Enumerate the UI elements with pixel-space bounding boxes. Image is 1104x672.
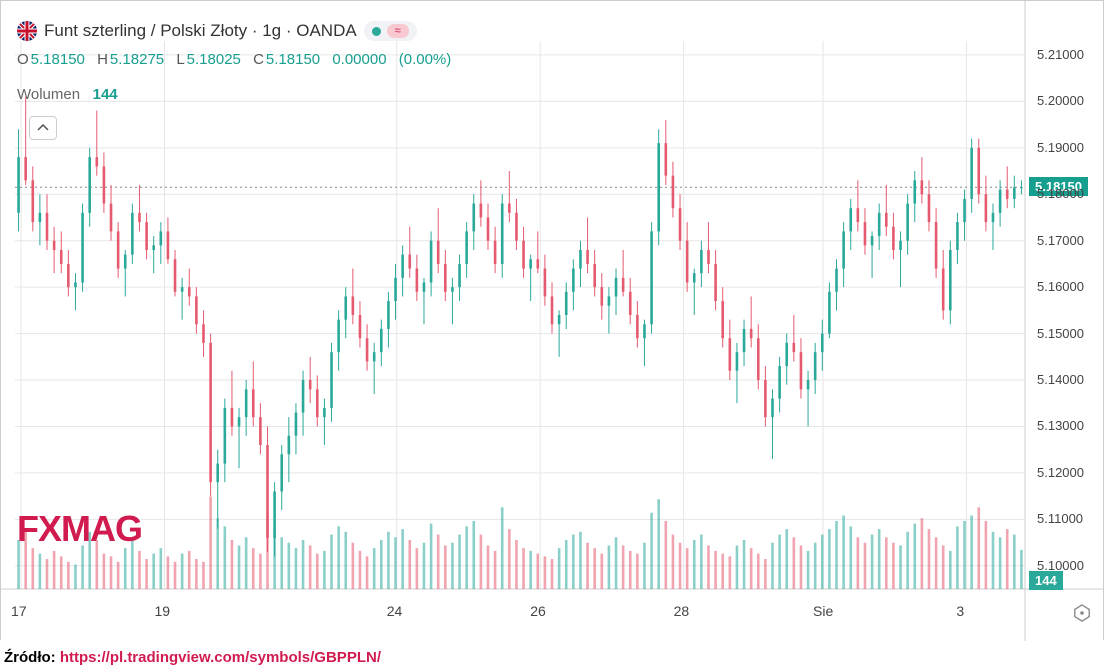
x-tick-label: 28 xyxy=(674,603,690,619)
y-tick-label: 5.10000 xyxy=(1037,558,1084,573)
source-label: Źródło: xyxy=(4,649,60,666)
status-badges: ≈ xyxy=(364,21,417,41)
ohlc-h-label: H xyxy=(97,51,108,68)
source-line: Źródło: https://pl.tradingview.com/symbo… xyxy=(4,649,381,666)
settings-button[interactable] xyxy=(1073,604,1091,622)
ohlc-change-pct: (0.00%) xyxy=(399,51,452,68)
chart-svg[interactable] xyxy=(1,1,1104,641)
ohlc-l-value: 5.18025 xyxy=(187,51,241,68)
y-tick-label: 5.19000 xyxy=(1037,140,1084,155)
x-tick-label: 26 xyxy=(530,603,546,619)
x-tick-label: 17 xyxy=(11,603,27,619)
y-tick-label: 5.16000 xyxy=(1037,279,1084,294)
ohlc-change: 0.00000 xyxy=(332,51,386,68)
y-tick-label: 5.11000 xyxy=(1037,511,1083,526)
volume-label: Wolumen xyxy=(17,86,80,103)
ohlc-o-label: O xyxy=(17,51,29,68)
chart-title: Funt szterling / Polski Złoty · 1g · OAN… xyxy=(44,21,357,41)
ohlc-c-value: 5.18150 xyxy=(266,51,320,68)
x-tick-label: 3 xyxy=(956,603,964,619)
flag-icon xyxy=(17,21,37,41)
ohlc-h-value: 5.18275 xyxy=(110,51,164,68)
ohlc-c-label: C xyxy=(253,51,264,68)
volume-row: Wolumen 144 xyxy=(17,86,118,103)
approx-pill: ≈ xyxy=(387,24,409,38)
source-link[interactable]: https://pl.tradingview.com/symbols/GBPPL… xyxy=(60,649,381,666)
y-tick-label: 5.15000 xyxy=(1037,326,1084,341)
chart-container: Funt szterling / Polski Złoty · 1g · OAN… xyxy=(0,0,1104,640)
ohlc-o-value: 5.18150 xyxy=(31,51,85,68)
y-tick-label: 5.20000 xyxy=(1037,93,1084,108)
ohlc-l-label: L xyxy=(176,51,184,68)
volume-value: 144 xyxy=(93,86,118,103)
y-tick-label: 5.21000 xyxy=(1037,47,1084,62)
collapse-button[interactable] xyxy=(29,116,57,140)
y-tick-label: 5.14000 xyxy=(1037,372,1084,387)
x-tick-label: Sie xyxy=(813,603,833,619)
y-tick-label: 5.17000 xyxy=(1037,233,1084,248)
x-tick-label: 24 xyxy=(387,603,403,619)
watermark: FXMAG xyxy=(17,508,142,550)
y-tick-label: 5.12000 xyxy=(1037,465,1084,480)
ohlc-row: O5.18150 H5.18275 L5.18025 C5.18150 0.00… xyxy=(17,51,459,68)
status-dot-icon xyxy=(372,27,381,36)
x-tick-label: 19 xyxy=(154,603,170,619)
volume-tag: 144 xyxy=(1029,571,1063,590)
y-tick-label: 5.13000 xyxy=(1037,418,1084,433)
y-tick-label: 5.18000 xyxy=(1037,186,1084,201)
chart-header: Funt szterling / Polski Złoty · 1g · OAN… xyxy=(17,21,417,41)
